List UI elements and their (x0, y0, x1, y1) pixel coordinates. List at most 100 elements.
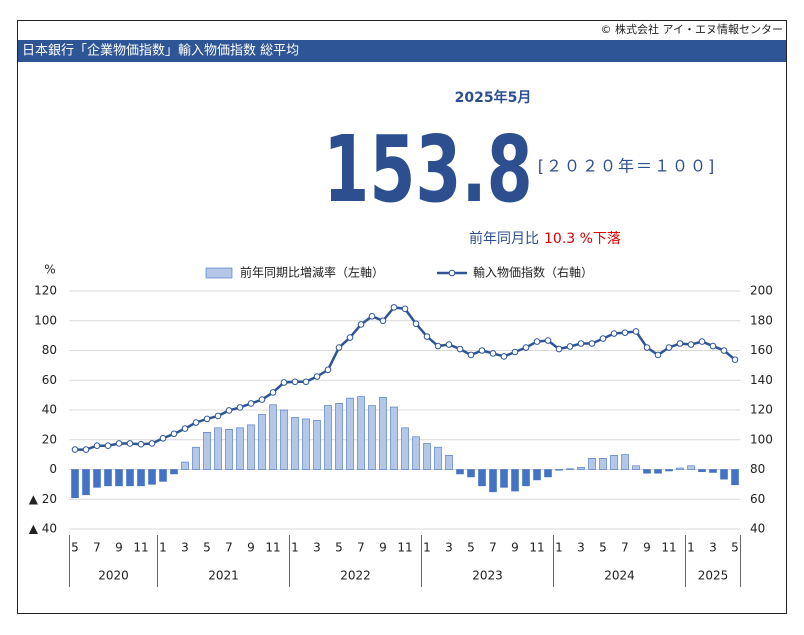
x-tick-label: 7 (621, 541, 629, 555)
y-tick-label: 80 (42, 343, 57, 357)
bar (148, 469, 156, 485)
base: [２０２０年＝１００] (538, 157, 717, 176)
x-tick-label: 1 (159, 541, 167, 555)
y-tick-label: 100 (34, 313, 57, 327)
bar (566, 468, 574, 470)
bar (126, 469, 134, 487)
line-marker (610, 330, 618, 337)
legend-label: 前年同期比増減率（左軸） (240, 265, 384, 280)
line-marker (423, 333, 431, 340)
x-tick-label: 7 (489, 541, 497, 555)
line-marker (104, 442, 112, 450)
bar (467, 469, 475, 478)
bar (269, 404, 277, 470)
bar (632, 465, 640, 470)
line-marker (599, 335, 607, 342)
line-marker (588, 340, 596, 347)
line-marker (115, 440, 123, 447)
bar (357, 396, 365, 470)
line-marker (181, 425, 189, 432)
bar (401, 427, 409, 470)
y-tick-label: 60 (42, 373, 57, 387)
bar (456, 469, 464, 475)
x-tick-label: 1 (423, 541, 431, 555)
x-tick-label: 3 (709, 541, 717, 555)
legend-label: 輸入物価指数（右軸） (473, 265, 593, 280)
line-marker (126, 440, 134, 447)
line-marker (720, 347, 728, 354)
bar (214, 427, 222, 470)
bar (236, 427, 244, 470)
bar (533, 469, 541, 481)
line-marker (456, 345, 464, 353)
change-label: 前年同月比 (469, 230, 539, 247)
line-marker (665, 344, 673, 351)
y-tick-label: 0 (49, 462, 57, 476)
line-marker (643, 344, 651, 351)
bar (192, 446, 200, 470)
x-tick-label: 9 (511, 541, 519, 555)
line-marker (632, 328, 640, 335)
bar (489, 469, 497, 493)
x-tick-label: 7 (93, 541, 101, 555)
x-tick-label: 3 (577, 541, 585, 555)
line-marker (159, 434, 167, 442)
change: 10.3 %下落 (544, 231, 621, 247)
x-tick-label: 1 (291, 541, 299, 555)
x-tick-label: 5 (203, 541, 211, 555)
line-marker (291, 378, 299, 386)
x-tick-label: 1 (555, 541, 563, 555)
bar (709, 469, 717, 473)
bar (720, 469, 728, 480)
line-marker (478, 347, 486, 354)
y-tick-label: 120 (34, 284, 57, 298)
x-tick-label: 11 (133, 541, 148, 555)
x-tick-label: 9 (379, 541, 387, 555)
bar (390, 406, 398, 470)
x-tick-label: 9 (115, 541, 123, 555)
line-marker (621, 329, 629, 336)
x-tick-label: 5 (71, 541, 79, 555)
x-tick-label: 7 (225, 541, 233, 555)
bar (621, 454, 629, 470)
line-marker (357, 321, 365, 328)
line-marker (346, 334, 354, 341)
copyright: © 株式会社 アイ・エヌ情報センター (601, 22, 783, 36)
line-marker (313, 373, 321, 380)
y2-tick-label: 100 (750, 432, 773, 446)
line-marker (676, 340, 684, 347)
line-marker (93, 442, 101, 450)
bar (511, 469, 519, 492)
line-marker (577, 340, 585, 347)
y-tick-label: 20 (42, 432, 57, 446)
x-tick-label: 1 (687, 541, 695, 555)
x-tick-label: 5 (731, 541, 739, 555)
x-tick-label: 9 (247, 541, 255, 555)
bar (500, 469, 508, 488)
line-marker (544, 337, 552, 344)
line-marker (368, 312, 376, 320)
line-marker (654, 351, 662, 359)
line-marker (687, 341, 695, 348)
line-marker (225, 407, 233, 414)
bar (291, 417, 299, 470)
frame (17, 20, 787, 614)
y2-tick-label: 140 (750, 373, 773, 387)
line-marker (555, 345, 563, 353)
bar (104, 469, 112, 487)
bar (654, 469, 662, 474)
bar (82, 469, 90, 496)
bar (93, 469, 101, 488)
bar (258, 414, 266, 470)
y-unit: % (44, 263, 55, 277)
bar (71, 469, 79, 499)
bar (731, 469, 739, 486)
y-tick-label: 40 (42, 403, 57, 417)
x-tick-label: 9 (643, 541, 651, 555)
line-marker (269, 389, 277, 396)
y-tick-label: ▲ 40 (29, 522, 57, 536)
line-marker (258, 396, 266, 403)
bar (225, 429, 233, 470)
line-marker (71, 446, 79, 453)
line-marker (379, 317, 387, 325)
